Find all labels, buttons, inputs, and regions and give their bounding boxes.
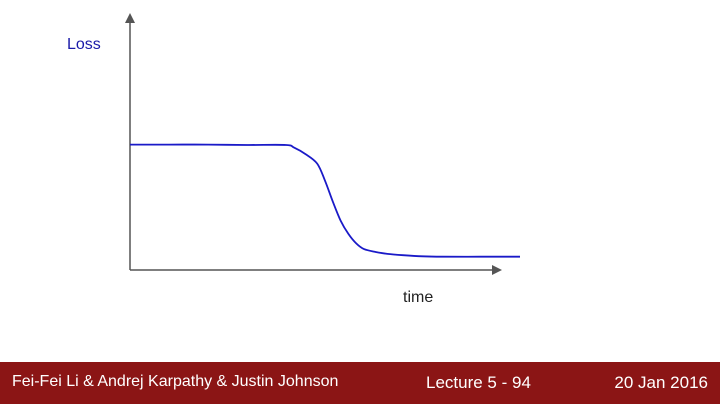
- loss-chart: Loss time: [67, 13, 520, 306]
- series-layer: [129, 143, 520, 258]
- slide-footer: Fei-Fei Li & Andrej Karpathy & Justin Jo…: [0, 362, 720, 404]
- loss-curve-line: [129, 143, 520, 258]
- x-axis-label: time: [403, 289, 433, 306]
- footer-date: 20 Jan 2016: [614, 373, 708, 392]
- y-axis-label: Loss: [67, 36, 101, 53]
- footer-lecture-number: Lecture 5 - 94: [426, 373, 531, 392]
- footer-authors: Fei-Fei Li & Andrej Karpathy & Justin Jo…: [12, 373, 339, 390]
